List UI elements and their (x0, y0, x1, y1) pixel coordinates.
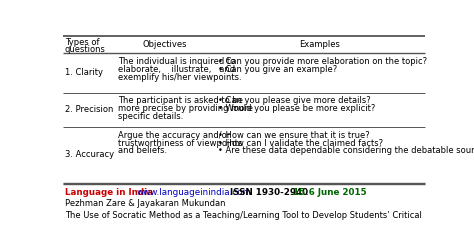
Text: specific details.: specific details. (118, 112, 184, 121)
Text: • How can I validate the claimed facts?: • How can I validate the claimed facts? (218, 139, 383, 147)
Text: ISSN 1930-2940: ISSN 1930-2940 (227, 188, 311, 197)
Text: more precise by providing more: more precise by providing more (118, 104, 253, 113)
Text: Pezhman Zare & Jayakaran Mukundan: Pezhman Zare & Jayakaran Mukundan (65, 200, 225, 208)
Text: • How can we ensure that it is true?: • How can we ensure that it is true? (218, 130, 370, 140)
Text: 1. Clarity: 1. Clarity (65, 68, 103, 77)
Text: The individual is inquired to: The individual is inquired to (118, 57, 236, 65)
Text: trustworthiness of viewpoints: trustworthiness of viewpoints (118, 139, 243, 147)
Text: Language in India: Language in India (65, 188, 153, 197)
Text: • Are these data dependable considering the debatable source?: • Are these data dependable considering … (218, 146, 474, 156)
Text: • Would you please be more explicit?: • Would you please be more explicit? (218, 104, 375, 113)
Text: exemplify his/her viewpoints.: exemplify his/her viewpoints. (118, 73, 242, 82)
Text: Objectives: Objectives (143, 40, 187, 49)
Text: • Can you give an example?: • Can you give an example? (218, 64, 337, 74)
Text: The participant is asked to be: The participant is asked to be (118, 96, 243, 105)
Text: Examples: Examples (300, 40, 340, 49)
Text: Types of: Types of (65, 38, 99, 47)
Text: Argue the accuracy and/or: Argue the accuracy and/or (118, 130, 230, 140)
Text: 3. Accuracy: 3. Accuracy (65, 150, 114, 159)
Text: 15:6 June 2015: 15:6 June 2015 (293, 188, 366, 197)
Text: and beliefs.: and beliefs. (118, 146, 167, 156)
Text: 2. Precision: 2. Precision (65, 105, 113, 114)
Text: • Can you please give more details?: • Can you please give more details? (218, 96, 371, 105)
Text: questions: questions (65, 45, 106, 54)
Text: The Use of Socratic Method as a Teaching/Learning Tool to Develop Students’ Crit: The Use of Socratic Method as a Teaching… (65, 210, 422, 220)
Text: www.languageinindia.com: www.languageinindia.com (136, 188, 251, 197)
Text: elaborate,    illustrate,   and: elaborate, illustrate, and (118, 64, 236, 74)
Text: • Can you provide more elaboration on the topic?: • Can you provide more elaboration on th… (218, 57, 427, 65)
